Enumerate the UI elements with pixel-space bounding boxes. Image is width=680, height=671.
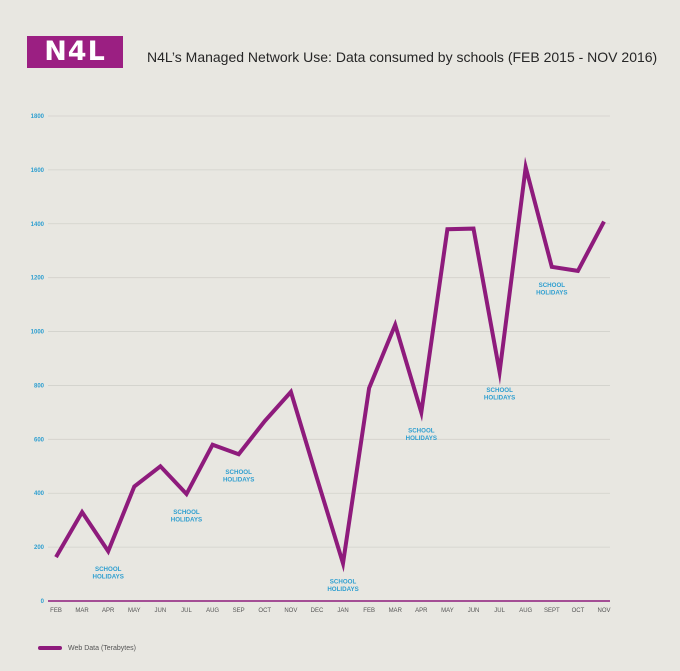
annotation-school-holidays: SCHOOL HOLIDAYS	[92, 566, 123, 581]
annotation-school-holidays: SCHOOL HOLIDAYS	[327, 578, 358, 593]
x-tick-label: FEB	[363, 608, 375, 614]
x-tick-label: OCT	[258, 608, 271, 614]
x-tick-label: JUL	[181, 608, 192, 614]
x-tick-label: AUG	[206, 608, 219, 614]
legend: Web Data (Terabytes)	[38, 642, 136, 654]
x-tick-label: JUN	[155, 608, 167, 614]
x-tick-label: NOV	[597, 608, 610, 614]
legend-swatch	[38, 646, 62, 650]
annotation-school-holidays: SCHOOL HOLIDAYS	[406, 427, 437, 442]
series-line	[54, 156, 606, 573]
x-tick-label: OCT	[572, 608, 585, 614]
x-tick-label: SEPT	[544, 608, 560, 614]
y-tick-label: 1200	[31, 276, 45, 282]
y-tick-label: 0	[41, 599, 45, 605]
x-tick-label: FEB	[50, 608, 62, 614]
x-tick-label: NOV	[284, 608, 297, 614]
x-tick-label: APR	[415, 608, 428, 614]
x-tick-label: JUL	[494, 608, 505, 614]
y-tick-label: 1000	[31, 330, 45, 336]
x-tick-label: MAY	[128, 608, 141, 614]
x-tick-label: MAR	[75, 608, 89, 614]
x-tick-label: SEP	[233, 608, 245, 614]
x-tick-label: APR	[102, 608, 115, 614]
y-tick-label: 800	[34, 383, 45, 389]
n4l-logo: N4L	[27, 36, 123, 68]
y-tick-label: 1800	[31, 114, 45, 120]
x-tick-label: JUN	[468, 608, 480, 614]
y-tick-label: 1600	[31, 168, 45, 174]
y-tick-label: 400	[34, 491, 45, 497]
x-tick-label: JAN	[337, 608, 348, 614]
y-tick-label: 600	[34, 437, 45, 443]
annotation-school-holidays: SCHOOL HOLIDAYS	[223, 469, 254, 484]
x-tick-label: MAY	[441, 608, 454, 614]
y-tick-label: 1400	[31, 222, 45, 228]
x-tick-label: MAR	[389, 608, 403, 614]
annotation-school-holidays: SCHOOL HOLIDAYS	[484, 387, 515, 402]
annotation-school-holidays: SCHOOL HOLIDAYS	[171, 509, 202, 524]
x-tick-label: AUG	[519, 608, 532, 614]
chart-title: N4L’s Managed Network Use: Data consumed…	[147, 49, 658, 65]
x-tick-label: DEC	[311, 608, 324, 614]
legend-label: Web Data (Terabytes)	[68, 644, 136, 652]
annotation-school-holidays: SCHOOL HOLIDAYS	[536, 282, 567, 297]
y-tick-label: 200	[34, 545, 45, 551]
